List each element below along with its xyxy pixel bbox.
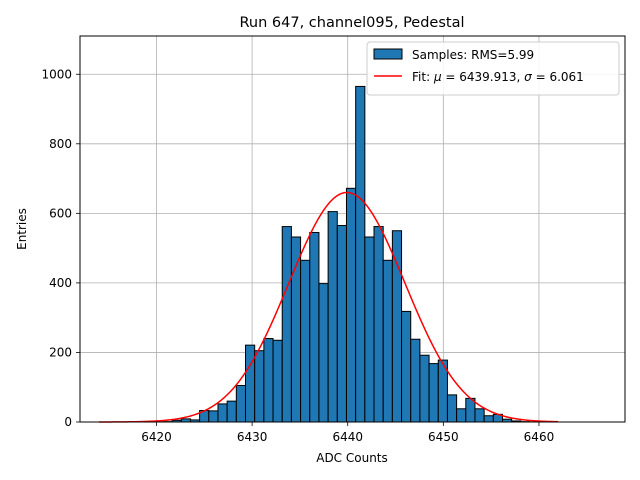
x-tick-label: 6450 <box>428 430 459 444</box>
legend-box <box>366 41 620 96</box>
histogram-bar <box>235 384 247 423</box>
legend-fit-text-1: Fit: <box>412 70 434 84</box>
y-tick-label: 800 <box>49 137 72 151</box>
legend-fit-text-2: = 6439.913, <box>442 70 525 84</box>
histogram-bar <box>401 310 412 423</box>
histogram-bar <box>391 230 403 423</box>
histogram-bar <box>208 410 219 423</box>
histogram-bar <box>483 415 494 423</box>
histogram-bar <box>446 394 458 423</box>
legend-fit-mu-symbol: μ <box>433 70 442 84</box>
histogram-bar <box>300 259 311 423</box>
y-tick-label: 200 <box>49 345 72 359</box>
chart-title: Run 647, channel095, Pedestal <box>239 15 464 31</box>
legend-fit-label: Fit: μ = 6439.913, σ = 6.061 <box>412 70 584 84</box>
histogram-bar <box>474 408 485 423</box>
histogram-bar <box>217 403 228 423</box>
legend-samples-swatch <box>373 48 403 60</box>
x-tick-label: 6440 <box>332 430 363 444</box>
legend: Samples: RMS=5.99 Fit: μ = 6439.913, σ =… <box>366 41 620 96</box>
histogram-bar <box>272 339 283 423</box>
y-tick-label: 400 <box>49 276 72 290</box>
histogram-bar <box>263 338 274 423</box>
legend-fit-text-3: = 6.061 <box>532 70 584 84</box>
histogram-bar <box>318 283 329 423</box>
y-tick-label: 0 <box>64 415 72 429</box>
x-axis-label: ADC Counts <box>316 451 388 465</box>
legend-fit-sigma-symbol: σ <box>524 70 532 84</box>
histogram-bar <box>373 226 384 423</box>
histogram-bar <box>410 338 421 423</box>
histogram-bar <box>254 350 265 423</box>
histogram-bar <box>327 211 338 423</box>
histogram-bar <box>245 344 256 423</box>
histogram-bar <box>336 225 347 423</box>
histogram-bar <box>428 363 439 423</box>
legend-samples-label: Samples: RMS=5.99 <box>412 48 534 62</box>
histogram-bar <box>345 187 357 423</box>
histogram-bar <box>309 231 320 423</box>
histogram-bar <box>226 400 237 423</box>
x-tick-label: 6420 <box>141 430 172 444</box>
x-tick-label: 6460 <box>524 430 555 444</box>
x-tick-label: 6430 <box>237 430 268 444</box>
y-axis-ticks: 0 200 400 600 800 1000 <box>41 67 80 429</box>
y-axis-label: Entries <box>15 208 29 250</box>
y-tick-label: 600 <box>49 206 72 220</box>
histogram-bar <box>355 85 366 423</box>
histogram-bar <box>281 226 292 423</box>
histogram-bar <box>419 354 430 423</box>
histogram-bar <box>364 236 375 423</box>
y-tick-label: 1000 <box>41 67 72 81</box>
fit-curve-layer <box>99 191 559 423</box>
plot-frame <box>79 35 626 423</box>
x-axis-ticks: 6420 6430 6440 6450 6460 <box>141 422 554 444</box>
fit-curve <box>99 191 559 423</box>
histogram-bar <box>456 408 467 423</box>
histogram-bar <box>382 259 393 423</box>
